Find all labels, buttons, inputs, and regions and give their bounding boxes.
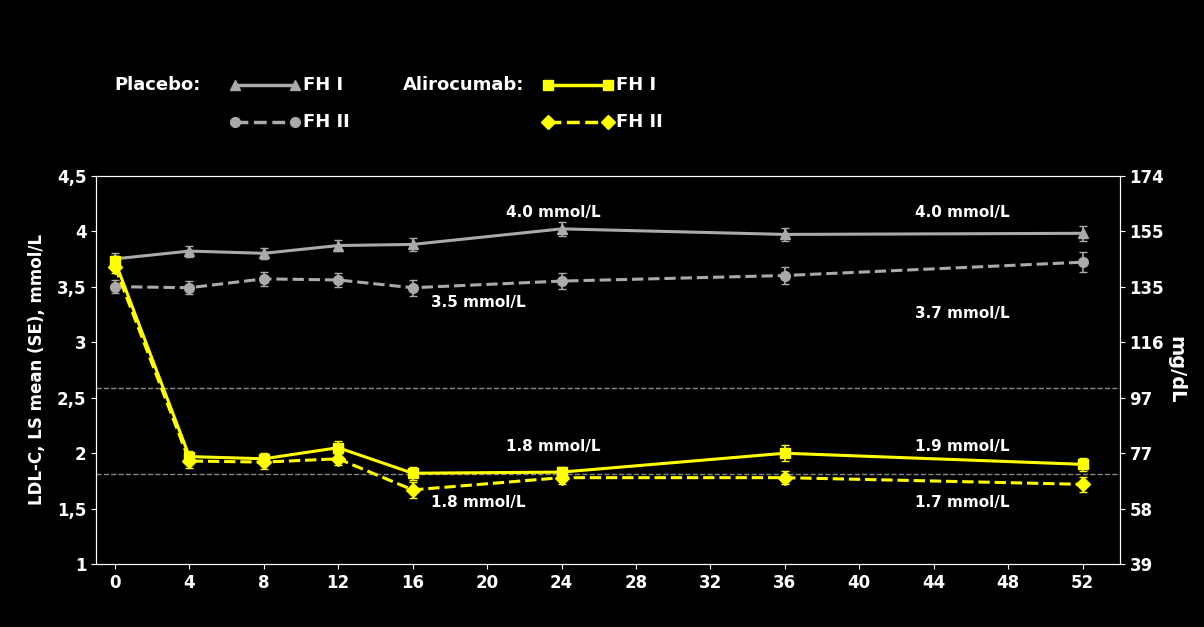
Text: 3.5 mmol/L: 3.5 mmol/L <box>431 295 526 310</box>
Text: FH I: FH I <box>616 76 656 93</box>
Text: 3.7 mmol/L: 3.7 mmol/L <box>915 306 1010 321</box>
Y-axis label: mg/dL: mg/dL <box>1165 336 1185 404</box>
Text: 1.9 mmol/L: 1.9 mmol/L <box>915 439 1009 454</box>
Text: FH II: FH II <box>303 113 350 131</box>
Text: FH I: FH I <box>303 76 343 93</box>
Text: 1.8 mmol/L: 1.8 mmol/L <box>506 439 600 454</box>
Text: FH II: FH II <box>616 113 663 131</box>
Text: 4.0 mmol/L: 4.0 mmol/L <box>506 204 601 219</box>
Text: 1.8 mmol/L: 1.8 mmol/L <box>431 495 526 510</box>
Text: 4.0 mmol/L: 4.0 mmol/L <box>915 204 1010 219</box>
Text: 1.7 mmol/L: 1.7 mmol/L <box>915 495 1009 510</box>
Text: Placebo:: Placebo: <box>114 76 201 93</box>
Y-axis label: LDL-C, LS mean (SE), mmol/L: LDL-C, LS mean (SE), mmol/L <box>28 234 46 505</box>
Text: Alirocumab:: Alirocumab: <box>403 76 525 93</box>
